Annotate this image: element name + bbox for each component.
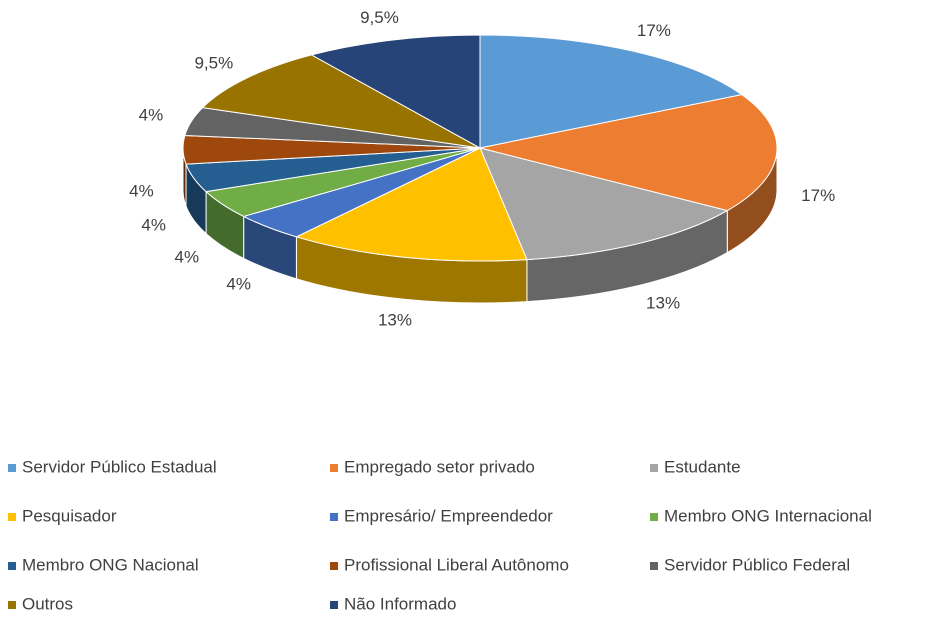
legend-marker (330, 562, 338, 570)
data-label: 4% (174, 247, 199, 266)
pie-slice (310, 34, 481, 149)
legend-marker (8, 562, 16, 570)
data-label: 13% (646, 294, 680, 313)
legend-marker (8, 601, 16, 609)
legend-marker (8, 513, 16, 521)
legend-label: Membro ONG Internacional (664, 506, 872, 525)
legend-label: Servidor Público Federal (664, 555, 850, 574)
legend-label: Não Informado (344, 594, 456, 613)
legend-marker (330, 513, 338, 521)
pie-slice (479, 147, 729, 261)
legend-marker (330, 464, 338, 472)
legend-label: Empresário/ Empreendedor (344, 506, 553, 525)
data-label: 17% (637, 21, 671, 40)
legend-label: Profissional Liberal Autônomo (344, 555, 569, 574)
legend-label: Pesquisador (22, 506, 117, 525)
data-label: 4% (139, 106, 164, 125)
legend-marker (8, 464, 16, 472)
legend-label: Empregado setor privado (344, 457, 535, 476)
legend-label: Estudante (664, 457, 741, 476)
legend-marker (650, 562, 658, 570)
data-label: 9,5% (194, 54, 233, 73)
legend-marker (650, 464, 658, 472)
legend-label: Servidor Público Estadual (22, 457, 217, 476)
data-label: 9,5% (360, 8, 399, 27)
pie-slice (201, 54, 481, 149)
pie-slice (295, 147, 528, 262)
pie-slice (479, 94, 778, 212)
legend-label: Membro ONG Nacional (22, 555, 199, 574)
data-label: 17% (801, 186, 835, 205)
legend-label: Outros (22, 594, 73, 613)
data-label: 4% (141, 216, 166, 235)
legend-marker (650, 513, 658, 521)
data-label: 13% (378, 311, 412, 330)
data-label: 4% (226, 275, 251, 294)
data-label: 4% (129, 182, 154, 201)
pie-slice (479, 34, 744, 149)
legend-marker (330, 601, 338, 609)
